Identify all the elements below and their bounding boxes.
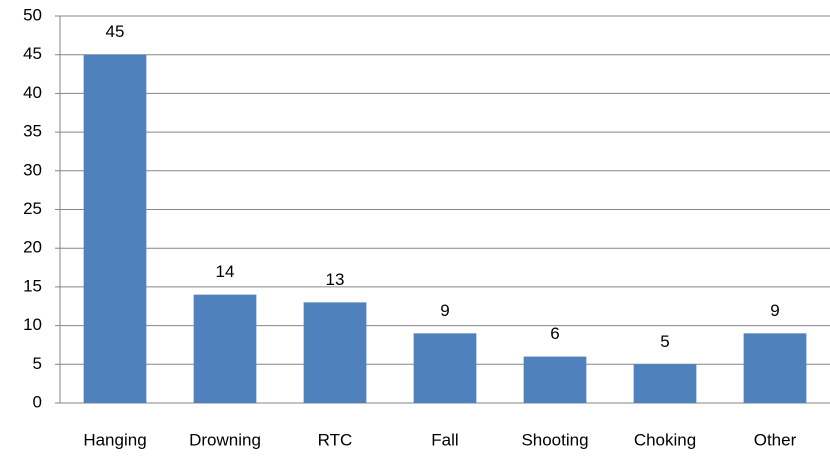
bar	[743, 333, 807, 403]
data-label: 6	[550, 324, 559, 343]
data-label: 14	[216, 262, 235, 281]
bar	[83, 54, 147, 403]
y-tick-label: 10	[23, 315, 42, 334]
y-tick-label: 5	[33, 354, 42, 373]
bar	[633, 364, 697, 403]
data-label: 45	[106, 22, 125, 41]
bar	[193, 294, 257, 403]
y-tick-label: 0	[33, 392, 42, 411]
data-label: 13	[326, 270, 345, 289]
data-label: 9	[770, 301, 779, 320]
x-tick-label: RTC	[318, 430, 353, 449]
x-tick-label: Choking	[634, 430, 696, 449]
y-tick-label: 45	[23, 44, 42, 63]
x-tick-label: Other	[754, 430, 797, 449]
y-tick-label: 30	[23, 160, 42, 179]
x-tick-label: Hanging	[83, 430, 146, 449]
bar	[413, 333, 477, 403]
x-tick-label: Drowning	[189, 430, 261, 449]
y-tick-label: 20	[23, 238, 42, 257]
x-tick-label: Shooting	[521, 430, 588, 449]
bar	[523, 356, 587, 403]
data-label: 5	[660, 332, 669, 351]
y-tick-label: 15	[23, 276, 42, 295]
y-tick-label: 50	[23, 5, 42, 24]
bar	[303, 302, 367, 403]
y-tick-label: 35	[23, 122, 42, 141]
y-tick-label: 25	[23, 199, 42, 218]
data-label: 9	[440, 301, 449, 320]
y-tick-label: 40	[23, 83, 42, 102]
x-tick-label: Fall	[431, 430, 458, 449]
